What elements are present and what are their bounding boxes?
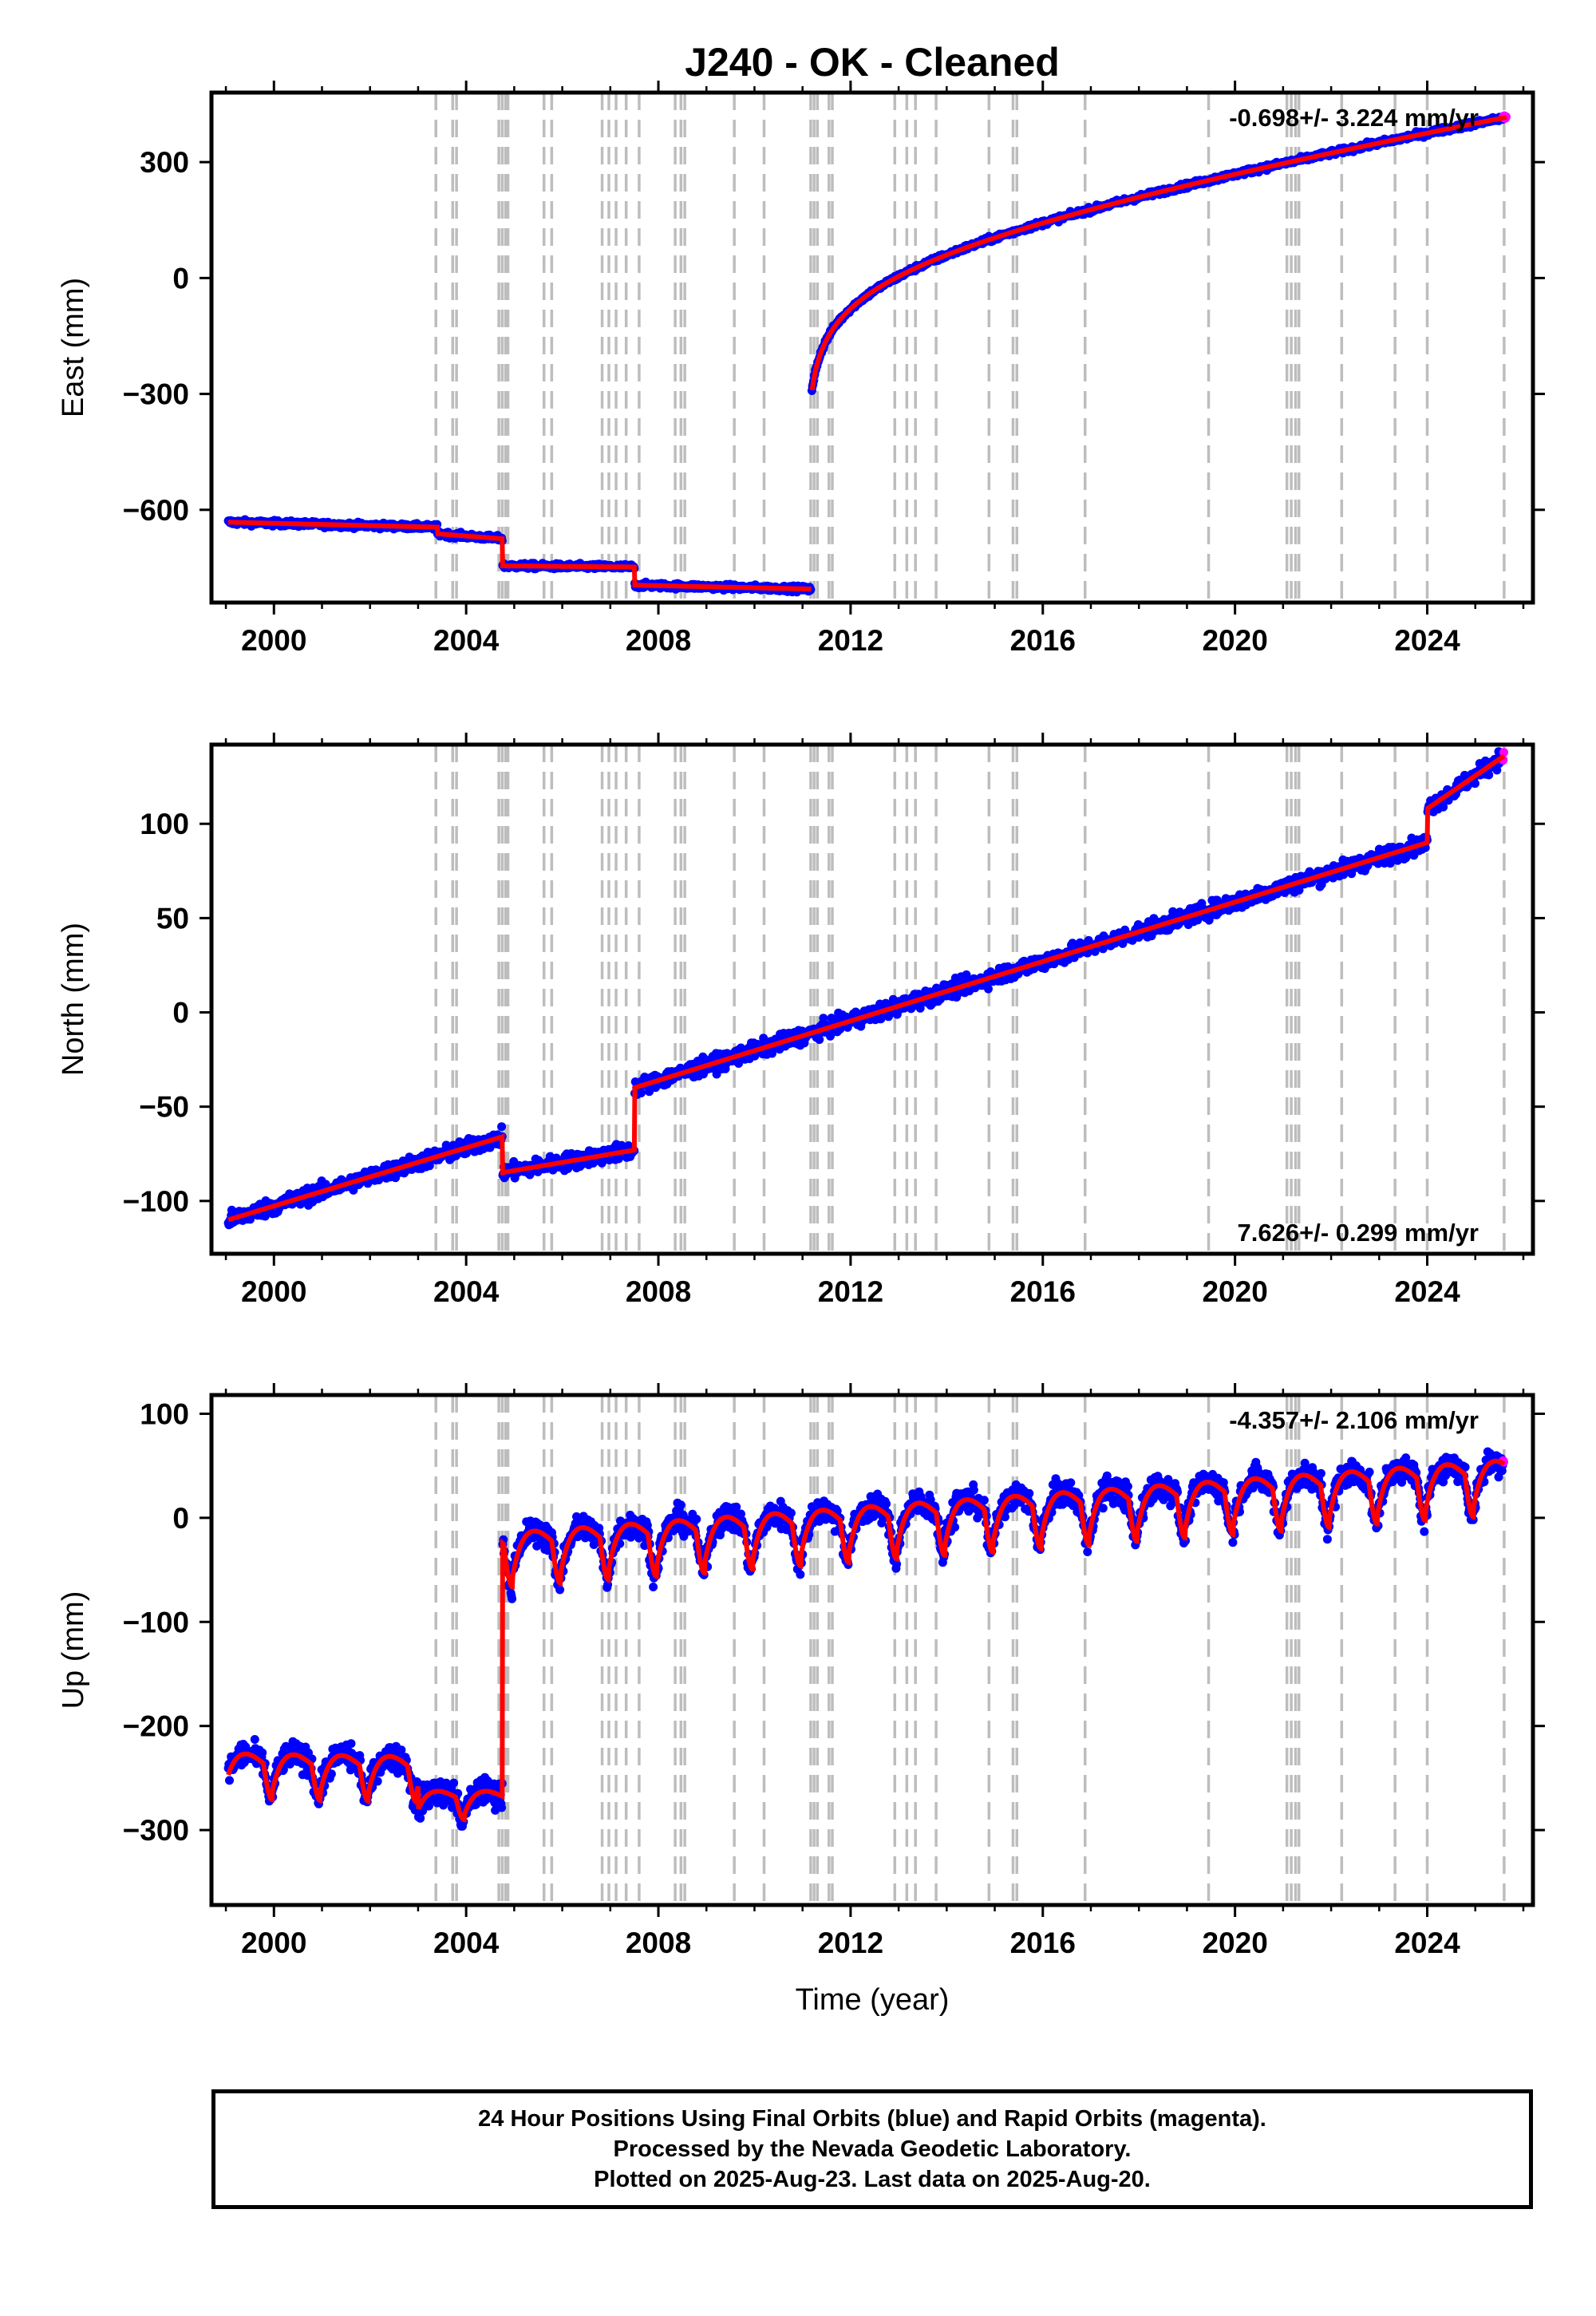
x-tick-label: 2016 [1010,1275,1076,1308]
east-points [223,111,1511,597]
x-tick-label: 2000 [241,1275,306,1308]
y-tick-label: −300 [123,378,189,411]
x-tick-label: 2004 [433,1275,500,1308]
north-data-point [1484,770,1494,780]
north-model-line [227,753,1506,1223]
x-tick-label: 2012 [818,624,883,657]
east-model-line [228,114,1507,592]
north-data-point [984,984,993,994]
y-tick-label: −600 [123,494,189,527]
y-tick-label: 50 [156,902,189,935]
x-tick-label: 2024 [1394,1275,1460,1308]
x-tick-label: 2024 [1394,624,1460,657]
up-data-point [258,1748,267,1757]
east-y-axis-label: East (mm) [57,278,90,417]
panel-east: 2000 2004 2008 2012 2016 2020 2024 −600 −300 0 300… [57,81,1545,657]
y-tick-label: 0 [172,262,189,294]
north-data-point [815,1035,824,1045]
x-tick-label: 2000 [241,624,306,657]
x-tick-label: 2012 [818,1275,883,1308]
y-tick-label: 100 [140,808,189,840]
up-data-point [250,1735,259,1744]
up-data-point [346,1739,356,1749]
north-data-point [497,1122,507,1132]
panel-north: 2000 2004 2008 2012 2016 2020 2024 −100 −50 0 50 10… [57,733,1545,1308]
north-rate-label: 7.626+/- 0.299 mm/yr [1238,1219,1479,1247]
x-tick-label: 2008 [626,624,691,657]
y-tick-label: −100 [123,1185,189,1218]
north-frame [209,742,1535,1256]
x-tick-label: 2020 [1202,1275,1267,1308]
x-tick-label: 2020 [1202,624,1267,657]
north-y-axis-label: North (mm) [57,923,90,1076]
y-tick-label: 300 [140,146,189,179]
x-tick-label: 2016 [1010,624,1076,657]
up-data-point [225,1776,234,1785]
panel-up: 2000 2004 2008 2012 2016 2020 2024−300−200−100… [57,1383,1545,1959]
up-plot-area [223,1395,1508,1905]
east-rate-label: -0.698+/- 3.224 mm/yr [1229,104,1479,132]
up-points [223,1447,1508,1831]
north-data-point [637,1089,646,1097]
x-tick-label: 2008 [626,1275,691,1308]
y-tick-label: 0 [172,997,189,1030]
north-points [223,747,1508,1230]
north-plot-area [223,745,1508,1254]
chart-title: J240 - OK - Cleaned [685,40,1060,85]
east-plot-area [223,93,1511,603]
y-tick-label: −50 [139,1091,189,1124]
x-tick-label: 2004 [433,624,500,657]
